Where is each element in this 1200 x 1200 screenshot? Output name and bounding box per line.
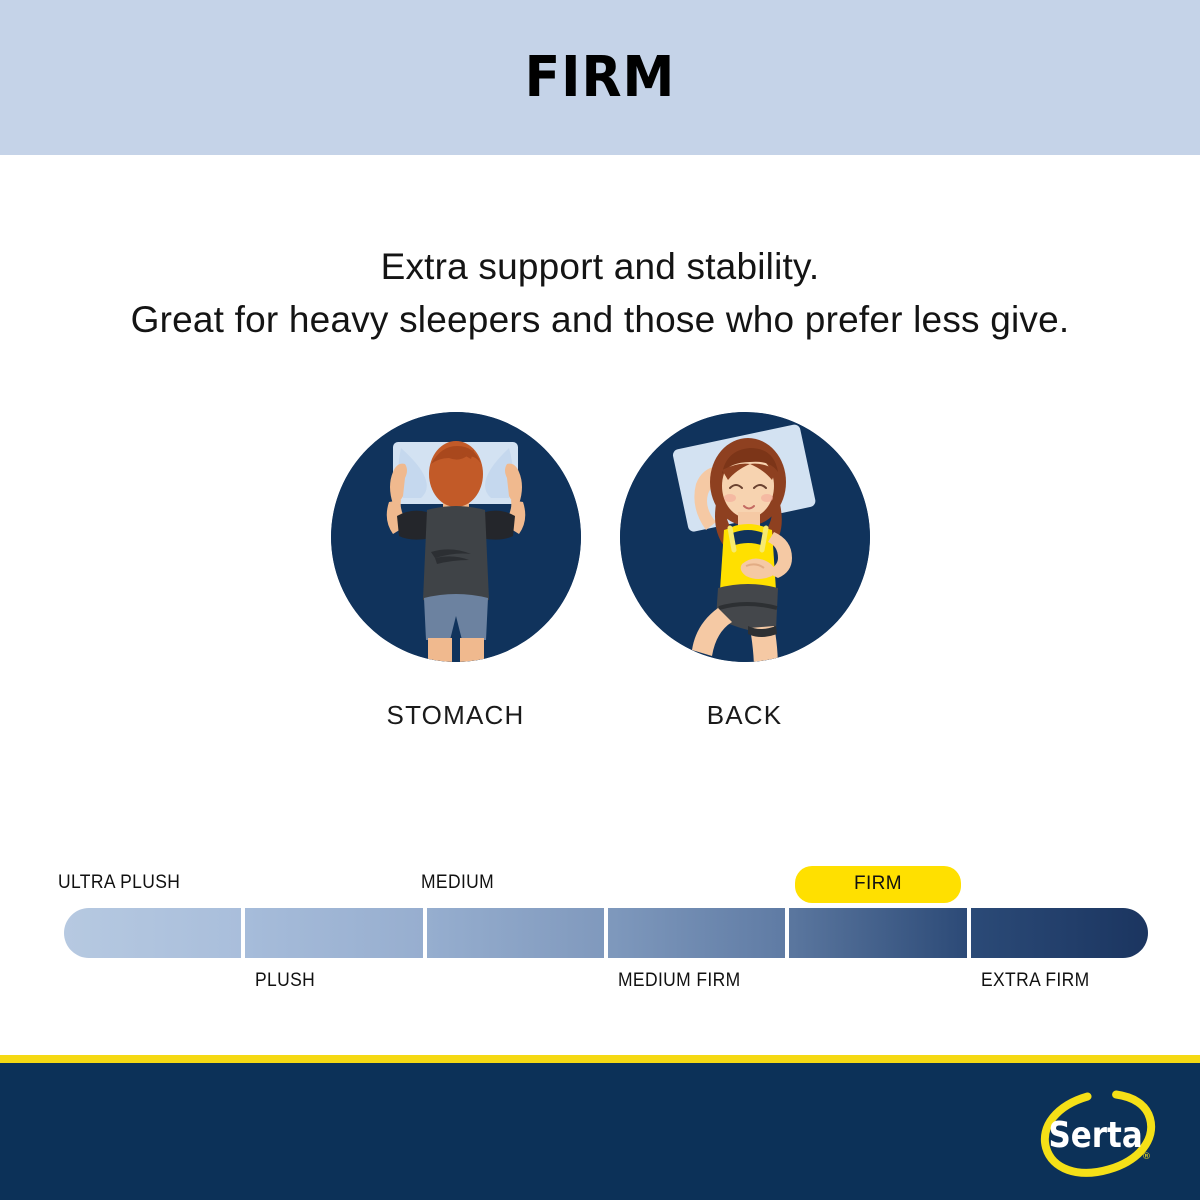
firmness-label-ultra-plush: ULTRA PLUSH xyxy=(58,872,181,893)
page-header: FIRM xyxy=(0,0,1200,155)
back-sleeper-illustration xyxy=(619,412,870,662)
firmness-bar[interactable] xyxy=(64,908,1148,958)
description-block: Extra support and stability. Great for h… xyxy=(0,240,1200,346)
sleep-position-back: BACK xyxy=(619,412,870,731)
serta-logo[interactable]: Serta ® xyxy=(1038,1087,1158,1179)
firmness-labels-top: ULTRA PLUSH MEDIUM FIRM xyxy=(0,858,1200,903)
firmness-labels-bottom: PLUSH MEDIUM FIRM EXTRA FIRM xyxy=(0,970,1200,1004)
page-title: FIRM xyxy=(524,44,676,110)
stomach-sleeper-illustration xyxy=(330,412,581,662)
firmness-segment-plush[interactable] xyxy=(245,908,423,958)
page-footer: Serta ® xyxy=(0,1063,1200,1200)
firmness-segment-extra-firm[interactable] xyxy=(970,908,1148,958)
firmness-segment-firm[interactable] xyxy=(789,908,967,958)
firmness-segment-medium[interactable] xyxy=(426,908,604,958)
firmness-label-extra-firm: EXTRA FIRM xyxy=(980,970,1090,991)
firmness-label-medium-firm: MEDIUM FIRM xyxy=(618,970,741,991)
firmness-scale: ULTRA PLUSH MEDIUM FIRM PLUSH MEDIUM FIR… xyxy=(0,858,1200,1008)
back-sleeper-icon xyxy=(619,412,870,662)
stomach-sleeper-icon xyxy=(330,412,581,662)
sleep-position-label-stomach: STOMACH xyxy=(386,700,525,730)
sleep-position-illustrations: STOMACH xyxy=(0,412,1200,731)
description-line-1: Extra support and stability. xyxy=(380,246,820,287)
description-line-2: Great for heavy sleepers and those who p… xyxy=(130,299,1070,340)
firmness-label-medium: MEDIUM xyxy=(420,872,494,893)
firmness-segment-ultra-plush[interactable] xyxy=(64,908,242,958)
firmness-label-firm-selected[interactable]: FIRM xyxy=(795,866,961,903)
sleep-position-label-back: BACK xyxy=(706,700,783,730)
registered-mark: ® xyxy=(1142,1152,1151,1162)
firmness-segment-medium-firm[interactable] xyxy=(607,908,786,958)
sleep-position-stomach: STOMACH xyxy=(330,412,581,731)
serta-logo-icon: Serta ® xyxy=(1040,1090,1156,1177)
serta-wordmark: Serta xyxy=(1049,1114,1143,1156)
footer-accent-stripe xyxy=(0,1055,1200,1063)
firmness-label-plush: PLUSH xyxy=(255,970,316,991)
